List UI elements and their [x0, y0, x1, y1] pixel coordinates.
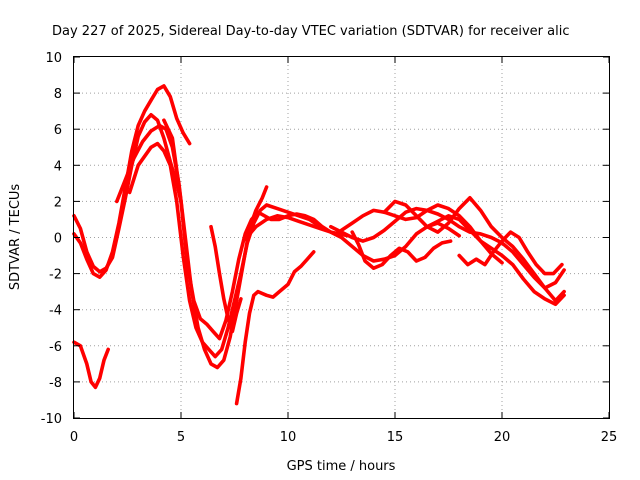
satellite-track-14: [457, 230, 564, 276]
satellite-track-11: [328, 206, 566, 290]
plot-frame: [73, 56, 610, 419]
satellite-track-13: [425, 214, 566, 307]
y-tick-label: 6: [54, 123, 62, 138]
y-tick-label: 0: [54, 232, 62, 247]
satellite-track-3: [72, 340, 110, 390]
satellite-track-15: [350, 230, 453, 271]
x-tick-label: 25: [601, 430, 618, 445]
y-tick-label: -10: [41, 412, 62, 427]
y-axis-label: SDTVAR / TECUs: [8, 184, 23, 291]
x-tick-label: 0: [70, 430, 78, 445]
y-tick-label: 10: [45, 51, 62, 66]
y-tick-label: 2: [54, 195, 62, 210]
satellite-track-9: [243, 214, 462, 263]
x-tick-label: 20: [494, 430, 511, 445]
y-tick-label: -4: [49, 304, 62, 319]
ticks-layer: [73, 56, 610, 419]
satellite-track-5: [127, 141, 322, 359]
satellite-track-1: [72, 113, 183, 274]
y-tick-label: 8: [54, 87, 62, 102]
y-tick-label: -8: [49, 376, 62, 391]
satellite-track-7: [209, 224, 243, 334]
series-layer: [72, 84, 566, 406]
satellite-track-8: [234, 250, 316, 406]
x-tick-label: 10: [280, 430, 297, 445]
chart-title: Day 227 of 2025, Sidereal Day-to-day VTE…: [52, 24, 569, 39]
satellite-track-6: [162, 118, 350, 341]
y-tick-label: -2: [49, 268, 62, 283]
x-tick-label: 5: [177, 430, 185, 445]
y-tick-label: 4: [54, 159, 62, 174]
tick-labels: 0 5 10 15 20 25 -10 -8 -6 -4 -2 0 2 4 6 8 10: [41, 51, 618, 445]
satellite-track-12: [382, 196, 566, 303]
y-tick-label: -6: [49, 340, 62, 355]
x-axis-label: GPS time / hours: [287, 459, 396, 474]
satellite-track-2: [72, 84, 192, 280]
x-tick-label: 15: [387, 430, 404, 445]
